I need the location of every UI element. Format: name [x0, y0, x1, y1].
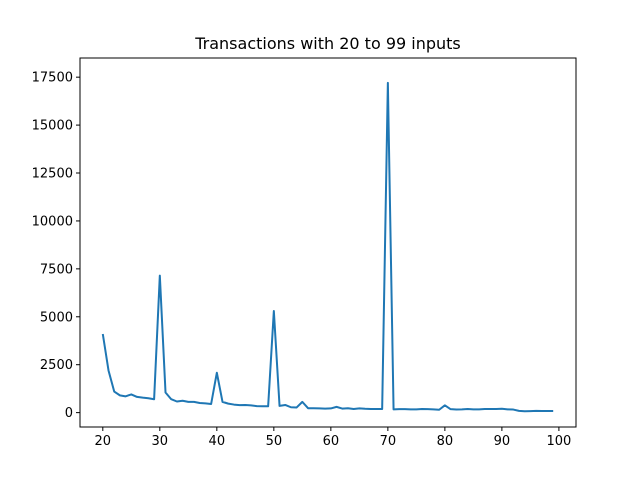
y-tick-label: 10000: [32, 214, 73, 229]
y-tick-label: 15000: [32, 119, 73, 134]
x-tick-label: 100: [546, 434, 571, 449]
y-tick-label: 2500: [40, 358, 73, 373]
y-tick-label: 7500: [40, 262, 73, 277]
y-tick-label: 0: [65, 406, 73, 421]
x-tick-label: 40: [209, 434, 226, 449]
x-tick-label: 50: [266, 434, 283, 449]
plot-frame: [79, 57, 577, 428]
x-tick-label: 60: [323, 434, 340, 449]
x-tick-label: 20: [95, 434, 112, 449]
x-tick-label: 70: [380, 434, 397, 449]
series-line-0: [101, 81, 554, 413]
y-tick-label: 12500: [32, 167, 73, 182]
x-tick-label: 90: [494, 434, 511, 449]
x-tick-label: 30: [152, 434, 169, 449]
x-tick-label: 80: [437, 434, 454, 449]
y-tick-label: 5000: [40, 310, 73, 325]
y-axis-ticks: 0 2500 5000 7500 10000 12500 15000 17500: [32, 71, 80, 421]
y-tick-label: 17500: [32, 71, 73, 86]
plot-series: [101, 81, 554, 413]
chart-title: Transactions with 20 to 99 inputs: [194, 34, 461, 53]
x-axis-ticks: 20 30 40 50 60 70 80 90 100: [95, 427, 571, 449]
